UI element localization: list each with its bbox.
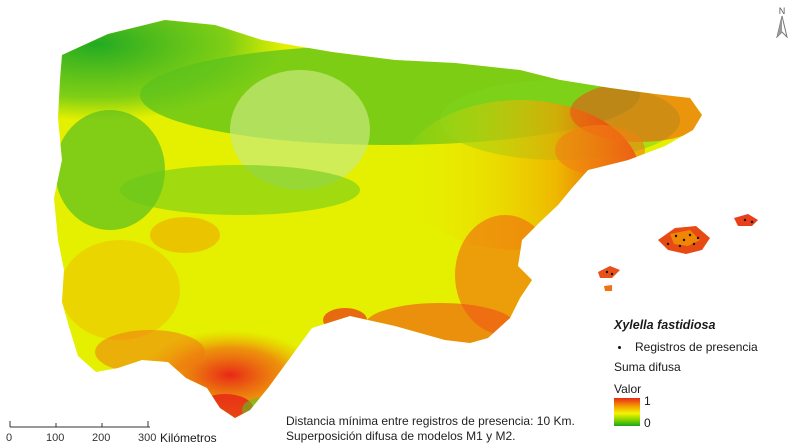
scale-tick: 300: [138, 432, 156, 444]
scale-bar: [9, 421, 150, 428]
legend-presence-row: Registros de presencia: [614, 340, 794, 354]
presence-records: [605, 218, 754, 276]
scale-tick: 0: [6, 432, 12, 444]
north-arrow-icon: N: [772, 4, 792, 38]
note-line-1: Distancia mínima entre registros de pres…: [286, 414, 575, 428]
map-legend: Xylella fastidiosa Registros de presenci…: [614, 318, 794, 430]
map-notes: Distancia mínima entre registros de pres…: [286, 414, 575, 444]
peninsula-suitability-raster: [54, 20, 702, 418]
note-line-2: Superposición difusa de modelos M1 y M2.: [286, 429, 516, 443]
scale-unit-label: Kilómetros: [160, 431, 217, 445]
scale-bar-ticks: 0 100 200 300: [6, 432, 156, 444]
legend-species-title: Xylella fastidiosa: [614, 318, 716, 332]
legend-color-ramp: 1 0: [614, 394, 794, 430]
legend-layer-label: Suma difusa: [614, 360, 681, 374]
ramp-min-label: 0: [644, 416, 651, 430]
ramp-max-label: 1: [644, 394, 651, 408]
legend-value-label: Valor: [614, 382, 642, 396]
scale-tick: 200: [92, 432, 110, 444]
presence-point-icon: [618, 345, 621, 349]
legend-presence-label: Registros de presencia: [635, 340, 758, 354]
scale-tick: 100: [46, 432, 64, 444]
north-label: N: [779, 6, 786, 16]
balearic-islands: [598, 214, 758, 291]
color-ramp-bar: [614, 398, 640, 426]
